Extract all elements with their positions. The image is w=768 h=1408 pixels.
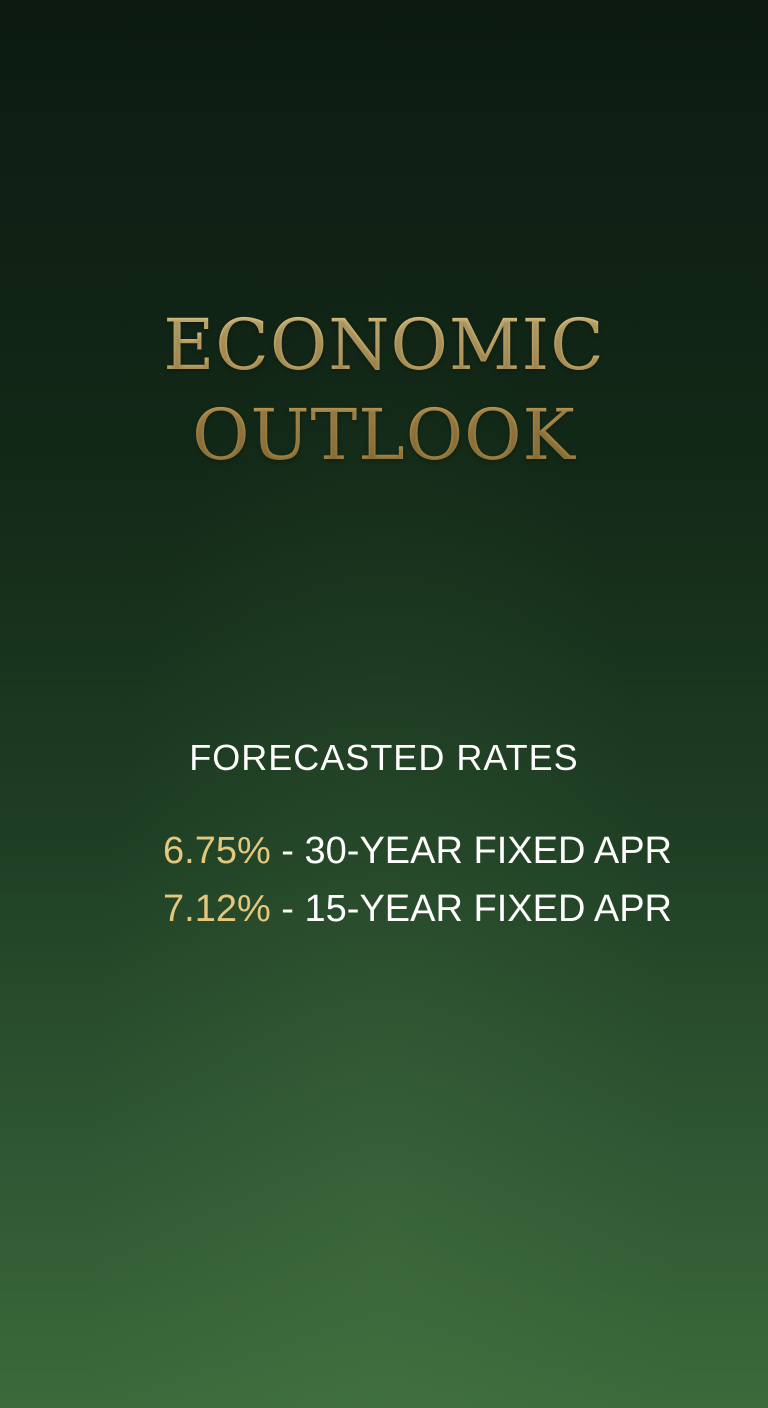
section-heading: FORECASTED RATES — [189, 737, 579, 778]
rate-row: 6.75% - 30-YEAR FIXED APR — [0, 822, 768, 880]
rate-label: 15-YEAR FIXED APR — [304, 888, 672, 930]
title-line-1: ECONOMIC — [163, 304, 605, 386]
rate-separator: - — [270, 830, 305, 872]
rates-list: 6.75% - 30-YEAR FIXED APR 7.12% - 15-YEA… — [0, 822, 768, 938]
rate-label: 30-YEAR FIXED APR — [304, 830, 672, 872]
rate-separator: - — [270, 888, 305, 930]
title-line-2: OUTLOOK — [192, 394, 576, 476]
rate-row: 7.12% - 15-YEAR FIXED APR — [0, 880, 768, 938]
page-title: ECONOMIC OUTLOOK — [0, 300, 768, 480]
rate-value: 7.12% — [163, 888, 271, 930]
rate-value: 6.75% — [163, 830, 271, 872]
